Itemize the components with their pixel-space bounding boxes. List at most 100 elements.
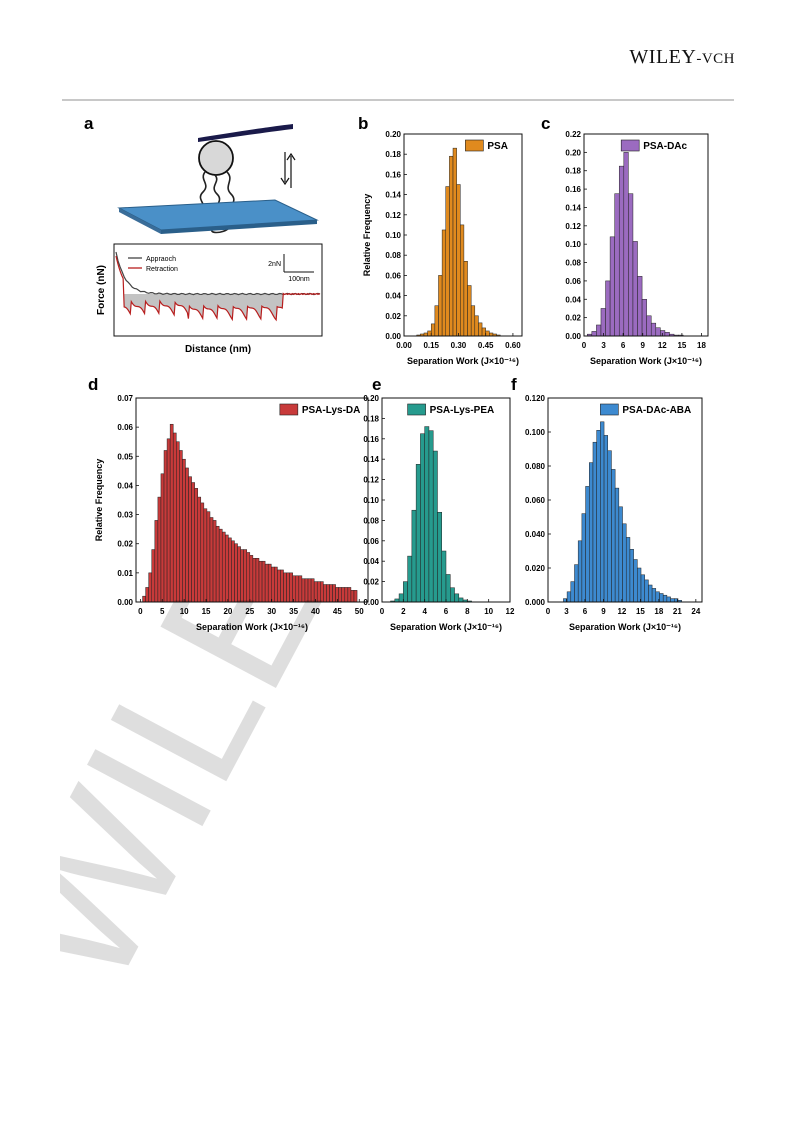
- bar-f-18: [629, 549, 634, 603]
- ytick-label-c-0: 0.00: [565, 332, 581, 341]
- ytick-label-b-1: 0.02: [385, 312, 401, 321]
- motion-arrows: [280, 152, 296, 188]
- bar-d-42: [271, 566, 275, 603]
- bar-f-11: [603, 435, 609, 603]
- bar-b-15: [470, 305, 476, 337]
- xtick-label-c-3: 9: [641, 341, 646, 350]
- bar-c-8: [623, 152, 629, 337]
- xaxis-label-e: Separation Work (J×10⁻¹⁶): [390, 622, 502, 632]
- ytick-label-c-2: 0.04: [565, 295, 581, 304]
- legend-label-d: PSA-Lys-DA: [302, 405, 361, 416]
- chart-e: 0.00 0.02 0.04 0.06 0.08 0.10 0.12 0.14 0.16 0.18…: [363, 394, 515, 632]
- bar-d-12: [179, 450, 183, 603]
- bar-f-13: [611, 469, 616, 603]
- bar-d-56: [313, 581, 318, 603]
- xtick-label-d-3: 15: [202, 607, 211, 616]
- bar-b-4: [430, 323, 436, 337]
- ytick-label-d-3: 0.03: [117, 511, 133, 520]
- bar-d-35: [249, 555, 254, 603]
- bar-d-67: [347, 587, 352, 603]
- bar-d-23: [212, 520, 217, 603]
- ytick-label-e-9: 0.18: [363, 414, 379, 423]
- bar-d-17: [194, 488, 198, 603]
- legend-label-c: PSA-DAc: [643, 141, 687, 152]
- ytick-label-c-8: 0.16: [565, 185, 581, 194]
- bar-e-16: [458, 597, 464, 603]
- xtick-label-f-2: 6: [583, 607, 588, 616]
- bar-d-65: [341, 587, 346, 603]
- header-rule: [62, 99, 734, 101]
- bar-f-5: [581, 513, 586, 603]
- bar-d-2: [148, 572, 153, 603]
- xtick-label-b-4: 0.60: [505, 341, 521, 350]
- bar-d-13: [182, 458, 186, 603]
- bar-d-57: [316, 581, 321, 603]
- bar-d-3: [151, 549, 156, 603]
- bar-d-62: [332, 584, 336, 603]
- bar-d-44: [277, 569, 281, 603]
- xtick-label-e-2: 4: [422, 607, 427, 616]
- force-plot-frame: [113, 243, 323, 337]
- ytick-label-b-4: 0.08: [385, 251, 401, 260]
- bar-d-9: [169, 423, 174, 603]
- panel-letter-d: d: [88, 375, 99, 394]
- scale-label-force: 2nN: [268, 261, 281, 268]
- bar-f-7: [589, 462, 594, 603]
- bar-d-18: [197, 496, 202, 603]
- bar-e-7: [420, 433, 425, 603]
- bar-f-12: [607, 450, 612, 603]
- publisher-logo: WILEY-VCH: [629, 46, 735, 68]
- ytick-label-e-0: 0.00: [363, 598, 379, 607]
- legend-swatch-b: [465, 139, 484, 152]
- xtick-label-b-2: 0.30: [451, 341, 467, 350]
- bar-d-64: [338, 587, 342, 603]
- bar-c-9: [628, 193, 634, 337]
- bar-d-66: [344, 587, 349, 603]
- bar-b-18: [481, 327, 486, 337]
- bar-c-3: [600, 308, 606, 337]
- ytick-label-d-6: 0.06: [117, 423, 133, 432]
- panel-letter-e: e: [372, 375, 382, 394]
- bar-d-16: [191, 482, 195, 603]
- xtick-label-f-3: 9: [601, 607, 606, 616]
- bar-d-52: [301, 578, 306, 603]
- bar-d-46: [283, 572, 287, 603]
- bar-e-4: [407, 555, 413, 603]
- bar-d-10: [172, 432, 177, 603]
- separation-work-area: [123, 278, 287, 320]
- bar-e-15: [454, 593, 460, 603]
- force-yaxis-label: Force (nN): [96, 265, 107, 315]
- xtick-label-e-1: 2: [401, 607, 406, 616]
- xtick-label-b-0: 0.00: [396, 341, 412, 350]
- bar-d-41: [267, 563, 272, 603]
- bar-d-50: [295, 575, 300, 603]
- ytick-label-e-7: 0.14: [363, 455, 379, 464]
- bar-c-13: [646, 315, 652, 337]
- bar-d-47: [286, 572, 290, 603]
- bar-c-15: [655, 327, 661, 337]
- bar-f-28: [666, 596, 671, 603]
- bar-d-51: [298, 575, 303, 603]
- bar-d-33: [243, 549, 247, 603]
- bar-e-11: [437, 511, 442, 603]
- bar-c-12: [641, 299, 647, 337]
- legend-label-approach: Appraoch: [146, 256, 176, 263]
- ytick-label-f-4: 0.080: [525, 462, 546, 471]
- legend-label-e: PSA-Lys-PEA: [430, 405, 495, 416]
- bar-b-3: [427, 330, 432, 337]
- cantilever: [198, 124, 293, 142]
- xtick-label-d-1: 5: [160, 607, 165, 616]
- bar-b-9: [449, 155, 454, 337]
- bar-d-68: [350, 590, 355, 603]
- ytick-label-e-6: 0.12: [363, 476, 379, 485]
- ytick-label-e-10: 0.20: [363, 394, 379, 403]
- legend-swatch-e: [407, 403, 426, 416]
- bar-f-27: [662, 594, 668, 603]
- ytick-label-d-4: 0.04: [117, 481, 133, 490]
- xtick-label-f-7: 21: [673, 607, 682, 616]
- xtick-label-e-4: 8: [465, 607, 470, 616]
- ytick-label-e-5: 0.10: [363, 496, 379, 505]
- ytick-label-b-2: 0.04: [385, 292, 401, 301]
- ytick-label-f-2: 0.040: [525, 530, 546, 539]
- xtick-label-f-1: 3: [564, 607, 569, 616]
